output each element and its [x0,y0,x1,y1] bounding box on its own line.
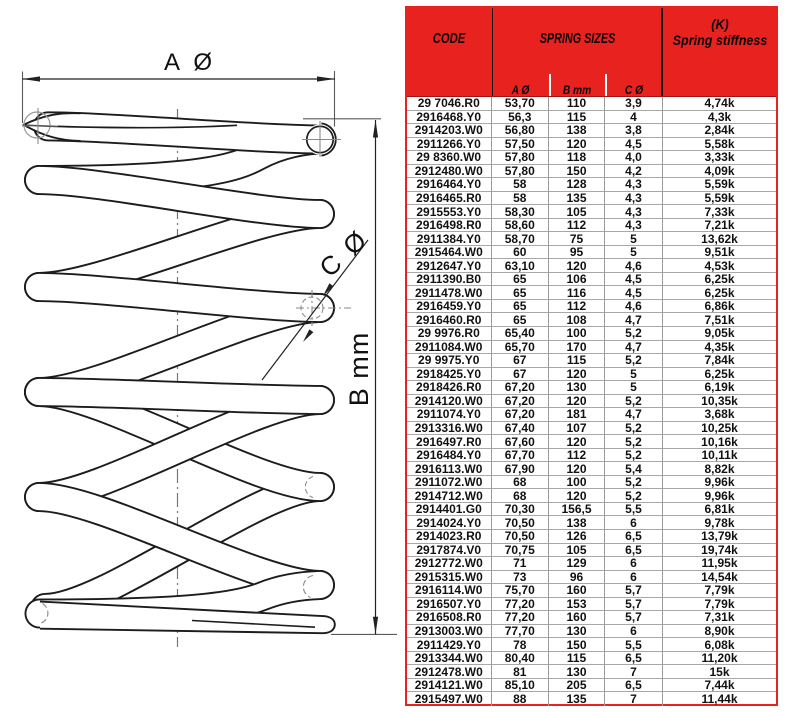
svg-text:B mm: B mm [344,332,374,407]
svg-text:C Ø: C Ø [313,223,374,283]
svg-text:A Ø: A Ø [164,49,216,76]
